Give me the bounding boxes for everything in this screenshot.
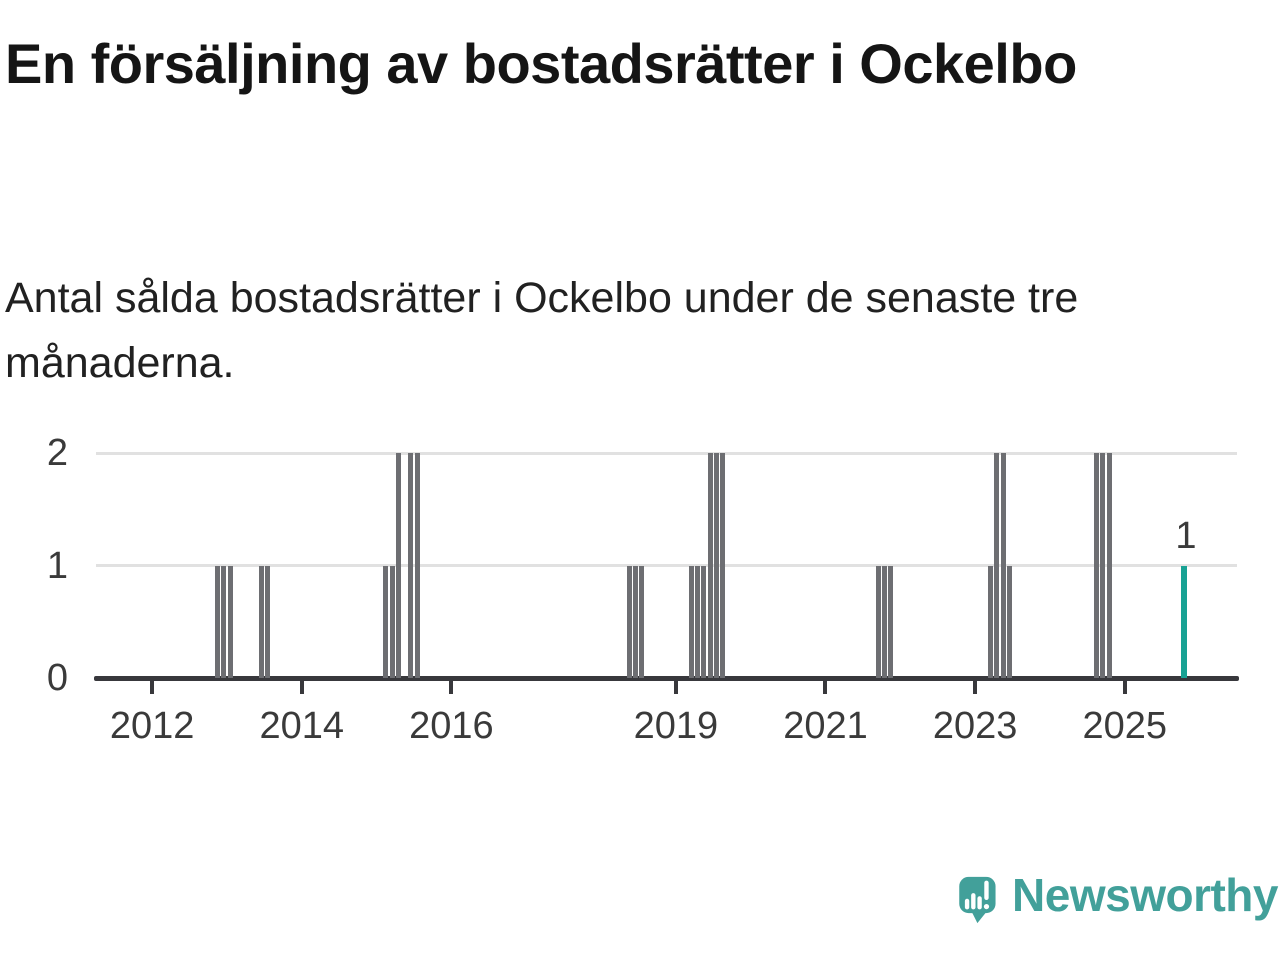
bar [264,565,270,678]
x-axis-tickmark [449,681,454,694]
x-axis-tick-label: 2023 [932,705,1018,747]
bar [882,565,888,678]
x-axis-tickmark [673,681,678,694]
bar [626,565,632,678]
x-axis-tick-label: 2021 [783,705,868,747]
bar [639,565,645,678]
chart-subtitle: Antal sålda bostadsrätter i Ockelbo unde… [5,274,1079,387]
bar [227,565,233,678]
bar [215,565,221,678]
newsworthy-wordmark: Newsworthy [1012,869,1278,921]
bar [395,453,401,678]
bar [688,565,694,678]
bar [707,453,713,678]
y-axis-tick-label: 0 [46,657,68,699]
bar [1100,453,1106,678]
x-axis-tickmark [823,681,828,694]
bar [408,453,414,678]
bar [414,453,420,678]
bar [1106,453,1112,678]
highlight-bar [1181,565,1187,678]
chart-title: En försäljning av bostadsrätter i Ockelb… [5,32,1077,95]
x-axis-tick-label: 2012 [109,705,195,747]
bar [221,565,227,678]
x-axis-tick-label: 2016 [409,705,494,747]
x-axis-tick-label: 2025 [1082,705,1168,747]
bar [389,565,395,678]
newsworthy-logo[interactable]: Newsworthy [958,858,1278,942]
x-axis-tickmark [299,681,304,694]
bar [1094,453,1100,678]
bar [632,565,638,678]
y-axis-tick-label: 1 [46,544,68,587]
bar [258,565,264,678]
bar [701,565,707,678]
x-axis-tick-label: 2014 [259,705,345,747]
bar [1000,453,1006,678]
bar [988,565,994,678]
bar [695,565,701,678]
x-axis-tickmark [150,681,155,694]
x-axis-tickmark [973,681,978,694]
gridline [96,564,1237,567]
gridline [96,451,1237,455]
bar [994,453,1000,678]
bar [383,565,389,678]
x-axis-line [94,676,1239,681]
bar [888,565,894,678]
x-axis-tickmark [1122,681,1127,694]
newsworthy-logo-icon [959,876,996,924]
x-axis-tick-label: 2019 [633,705,719,747]
highlight-value-label: 1 [1175,514,1197,557]
bar [720,453,726,678]
y-axis-tick-label: 2 [46,432,68,474]
bar [713,453,719,678]
bar [1006,565,1012,678]
bar [875,565,881,678]
